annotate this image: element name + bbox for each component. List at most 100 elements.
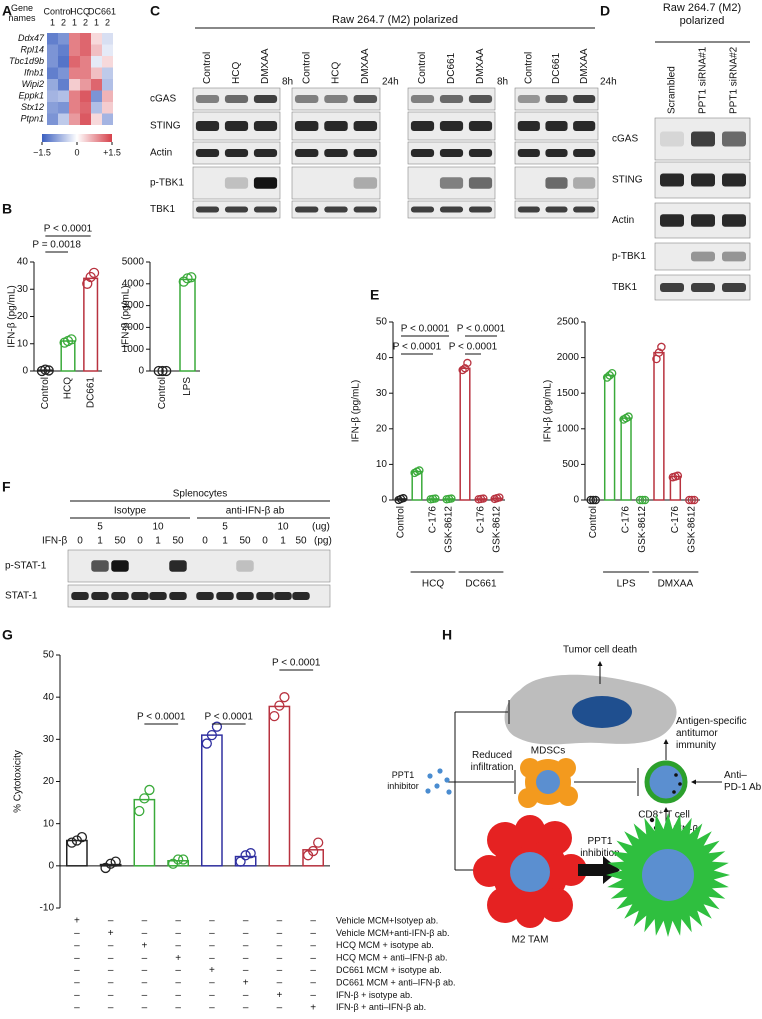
data-point: [110, 856, 121, 867]
antibody-dot: [674, 773, 678, 777]
dose: 0: [202, 536, 208, 547]
x-tick-label: C-176: [476, 506, 487, 534]
amount-unit: (ug): [312, 522, 330, 533]
blot-band: [224, 149, 249, 157]
condition-sign: –: [175, 940, 181, 951]
column-label: 2: [105, 17, 110, 27]
y-tick-label: 500: [562, 459, 579, 470]
condition-sign: –: [142, 990, 148, 1001]
panel-label: B: [2, 201, 12, 217]
blot-band: [573, 177, 596, 189]
data-point: [591, 495, 600, 505]
bar: [669, 475, 682, 501]
heatmap-cell: [58, 33, 69, 45]
blot-band: [324, 120, 348, 132]
condition-sign: –: [277, 978, 283, 989]
blot-band: [253, 149, 278, 157]
condition-sign: –: [142, 928, 148, 939]
drug-dot: [425, 788, 431, 794]
heatmap-cell: [102, 67, 113, 79]
group-label: anti-IFN-β ab: [226, 506, 285, 517]
y-tick-label: 1000: [122, 344, 145, 355]
heatmap-cell: [69, 113, 80, 125]
blot-band: [169, 560, 187, 572]
blot-band: [216, 592, 234, 600]
blot-band: [545, 95, 568, 103]
blot-band: [691, 283, 715, 292]
row-label: cGAS: [612, 134, 638, 145]
blot-band: [439, 206, 464, 213]
row-label: Ptpn1: [20, 114, 44, 124]
data-point: [235, 856, 246, 867]
condition-sign: –: [108, 990, 114, 1001]
bar: [653, 351, 665, 501]
heatmap-cell: [80, 90, 91, 102]
y-tick-label: 0: [48, 860, 54, 871]
blot-band: [324, 149, 348, 157]
heatmap-cell: [80, 33, 91, 45]
data-point: [588, 495, 598, 505]
y-axis-title: IFN-β (pg/mL): [121, 285, 132, 347]
data-point: [66, 837, 77, 848]
blot-band: [274, 560, 291, 572]
lane-label: Control: [417, 52, 428, 84]
condition-sign: –: [142, 965, 148, 976]
colorbar-tick-label: −1.5: [33, 147, 51, 157]
dose-unit: (pg): [314, 536, 332, 547]
blot-band: [71, 592, 89, 600]
data-point: [76, 832, 88, 843]
antibody-dot: [672, 790, 676, 794]
blot-band: [224, 95, 249, 103]
data-point: [687, 495, 697, 505]
data-point: [605, 371, 614, 380]
bar: [302, 849, 324, 867]
heatmap-cell: [91, 33, 102, 45]
blot-band: [256, 592, 274, 600]
heatmap-cell: [58, 56, 69, 68]
blot-band: [660, 283, 684, 292]
condition-sign: +: [209, 965, 215, 976]
blot-band: [224, 120, 249, 132]
tam-cell: [473, 855, 505, 887]
p-value: P = 0.0018: [32, 240, 81, 251]
data-point: [139, 793, 150, 804]
p-value: P < 0.0001: [457, 324, 506, 335]
blot-band: [131, 592, 149, 600]
dose: 1: [222, 536, 228, 547]
heatmap-cell: [47, 44, 58, 56]
data-point: [638, 495, 647, 505]
x-tick-label: Control: [40, 377, 51, 409]
blot-title: Raw 264.7 (M2) polarized: [662, 2, 742, 27]
data-point: [431, 494, 440, 503]
data-point: [279, 692, 290, 703]
y-tick-label: 2000: [557, 352, 580, 363]
blot-band: [468, 177, 493, 189]
row-label: p-TBK1: [612, 251, 646, 262]
tam-cell: [515, 815, 545, 845]
bar: [66, 839, 88, 867]
blot-band: [691, 214, 715, 227]
x-tick-label: C-176: [670, 506, 681, 534]
condition-sign: –: [310, 940, 316, 951]
x-tick-label: Control: [588, 506, 599, 538]
drug-dot: [437, 768, 443, 774]
condition-sign: –: [243, 953, 249, 964]
drug-dot: [446, 789, 452, 795]
blot-band: [353, 206, 378, 213]
tam-cell: [539, 888, 573, 922]
bar: [475, 498, 487, 501]
condition-label: HCQ MCM + anti–IFN-β ab.: [336, 953, 447, 963]
condition-sign: –: [209, 916, 215, 927]
y-tick-label: 40: [17, 257, 29, 268]
lane-label: HCQ: [231, 62, 242, 84]
blot-band: [468, 206, 493, 213]
text-box: Reduced infiltration: [471, 750, 514, 773]
bar: [83, 277, 99, 372]
data-point: [586, 495, 596, 505]
column-label: 1: [94, 17, 99, 27]
time-label: 8h: [282, 77, 293, 88]
condition-sign: –: [243, 940, 249, 951]
blot-band: [149, 560, 166, 572]
row-label: Rpl14: [20, 45, 44, 55]
